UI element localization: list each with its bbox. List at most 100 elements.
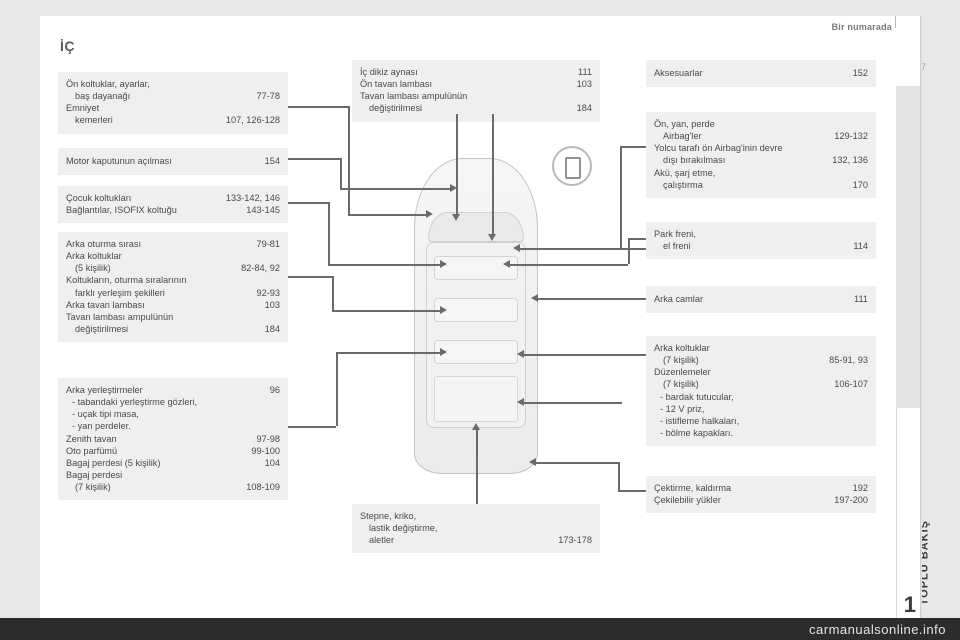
index-pages: 85-91, 93 bbox=[821, 354, 868, 366]
index-label: İç dikiz aynası bbox=[360, 66, 418, 78]
index-label: - 12 V priz, bbox=[660, 403, 704, 415]
leader-line bbox=[536, 462, 618, 464]
index-row: el freni114 bbox=[654, 240, 868, 252]
index-row: - bardak tutucular, bbox=[654, 391, 868, 403]
index-pages: 106-107 bbox=[826, 378, 868, 390]
index-label: Arka koltuklar bbox=[66, 250, 122, 262]
index-row: çalıştırma170 bbox=[654, 179, 868, 191]
index-pages: 197-200 bbox=[826, 494, 868, 506]
index-row: (5 kişilik)82-84, 92 bbox=[66, 262, 280, 274]
index-label: Arka tavan lambası bbox=[66, 299, 145, 311]
index-label: - bölme kapakları. bbox=[660, 427, 733, 439]
index-label: dışı bırakılması bbox=[663, 154, 725, 166]
index-row: kemerleri 107, 126-128 bbox=[66, 114, 280, 126]
index-row: Arka koltuklar bbox=[654, 342, 868, 354]
index-pages: 96 bbox=[262, 384, 280, 396]
index-row: Motor kaputunun açılması154 bbox=[66, 155, 280, 167]
leader-line bbox=[340, 188, 450, 190]
box-airbags: Ön, yan, perdeAirbag'ler129-132Yolcu tar… bbox=[646, 112, 876, 198]
index-pages: 107, 126-128 bbox=[218, 114, 280, 126]
index-label: Ön tavan lambası bbox=[360, 78, 432, 90]
index-pages: 192 bbox=[845, 482, 868, 494]
windshield bbox=[428, 212, 524, 242]
index-label: - yan perdeler. bbox=[72, 420, 131, 432]
index-row: (7 kişilik) 85-91, 93 bbox=[654, 354, 868, 366]
index-pages: 154 bbox=[257, 155, 280, 167]
arrow-icon bbox=[472, 423, 480, 430]
arrow-icon bbox=[440, 260, 447, 268]
box-bonnet: Motor kaputunun açılması154 bbox=[58, 148, 288, 175]
box-accessories: Aksesuarlar152 bbox=[646, 60, 876, 87]
index-row: farklı yerleşim şekilleri92-93 bbox=[66, 287, 280, 299]
index-row: Aksesuarlar152 bbox=[654, 67, 868, 79]
index-row: Arka yerleştirmeler96 bbox=[66, 384, 280, 396]
arrow-icon bbox=[440, 306, 447, 314]
leader-line bbox=[332, 310, 440, 312]
index-label: Bagaj perdesi bbox=[66, 469, 122, 481]
watermark-text: carmanualsonline.info bbox=[809, 622, 946, 637]
index-label: baş dayanağı bbox=[75, 90, 130, 102]
index-pages: 97-98 bbox=[249, 433, 281, 445]
leader-line bbox=[628, 238, 646, 240]
index-label: Arka oturma sırası bbox=[66, 238, 141, 250]
index-row: (7 kişilik)108-109 bbox=[66, 481, 280, 493]
leader-line bbox=[492, 114, 494, 234]
leader-line bbox=[340, 158, 342, 188]
index-label: Emniyet bbox=[66, 102, 99, 114]
index-row: lastik değiştirme, bbox=[360, 522, 592, 534]
index-label: Ön, yan, perde bbox=[654, 118, 715, 130]
leader-line bbox=[524, 354, 624, 356]
header-right: Bir numarada bbox=[832, 22, 892, 32]
index-row: Arka camlar111 bbox=[654, 293, 868, 305]
index-label: çalıştırma bbox=[663, 179, 703, 191]
leader-line bbox=[288, 106, 348, 108]
index-label: Yolcu tarafı ön Airbag'inin devre bbox=[654, 142, 783, 154]
index-label: değiştirilmesi bbox=[369, 102, 422, 114]
leader-line bbox=[348, 106, 350, 214]
index-label: Tavan lambası ampulünün bbox=[360, 90, 467, 102]
index-row: Ön, yan, perde bbox=[654, 118, 868, 130]
index-row: Airbag'ler129-132 bbox=[654, 130, 868, 142]
index-label: kemerleri bbox=[75, 114, 113, 126]
index-pages: 114 bbox=[845, 240, 868, 252]
index-row: Bagaj perdesi (5 kişilik)104 bbox=[66, 457, 280, 469]
index-label: (5 kişilik) bbox=[75, 262, 111, 274]
leader-line bbox=[624, 354, 646, 356]
index-row: aletler173-178 bbox=[360, 534, 592, 546]
index-label: değiştirilmesi bbox=[75, 323, 128, 335]
leader-line bbox=[288, 426, 336, 428]
leader-line bbox=[288, 276, 332, 278]
fuel-icon bbox=[552, 146, 592, 186]
index-label: Çocuk koltukları bbox=[66, 192, 131, 204]
index-pages: 79-81 bbox=[249, 238, 281, 250]
box-spare-wheel: Stepne, kriko,lastik değiştirme,aletler1… bbox=[352, 504, 600, 553]
index-row: Akü, şarj etme, bbox=[654, 167, 868, 179]
index-label: Ön koltuklar, ayarlar, bbox=[66, 78, 150, 90]
cargo-area bbox=[434, 376, 518, 422]
leader-line bbox=[332, 276, 334, 310]
index-row: - yan perdeler. bbox=[66, 420, 280, 432]
index-row: Tavan lambası ampulünün bbox=[360, 90, 592, 102]
index-label: Park freni, bbox=[654, 228, 696, 240]
index-pages: 173-178 bbox=[550, 534, 592, 546]
index-pages: 152 bbox=[845, 67, 868, 79]
index-row: değiştirilmesi184 bbox=[360, 102, 592, 114]
arrow-icon bbox=[426, 210, 433, 218]
index-row: - uçak tipi masa, bbox=[66, 408, 280, 420]
index-pages: 143-145 bbox=[238, 204, 280, 216]
index-label: Çektirme, kaldırma bbox=[654, 482, 731, 494]
index-row: Arka tavan lambası103 bbox=[66, 299, 280, 311]
box-mirror-lamp: İç dikiz aynası111Ön tavan lambası103Tav… bbox=[352, 60, 600, 122]
page-number: 7 bbox=[921, 62, 926, 72]
leader-line bbox=[620, 146, 646, 148]
index-row: (7 kişilik)106-107 bbox=[654, 378, 868, 390]
index-row: Çektirme, kaldırma 192 bbox=[654, 482, 868, 494]
leader-line bbox=[620, 146, 622, 248]
leader-line bbox=[288, 202, 328, 204]
index-label: - uçak tipi masa, bbox=[72, 408, 139, 420]
index-row: - istifleme halkaları, bbox=[654, 415, 868, 427]
leader-line bbox=[618, 490, 646, 492]
index-label: (7 kişilik) bbox=[663, 354, 699, 366]
index-label: Arka koltuklar bbox=[654, 342, 710, 354]
box-towing: Çektirme, kaldırma192Çekilebilir yükler1… bbox=[646, 476, 876, 513]
